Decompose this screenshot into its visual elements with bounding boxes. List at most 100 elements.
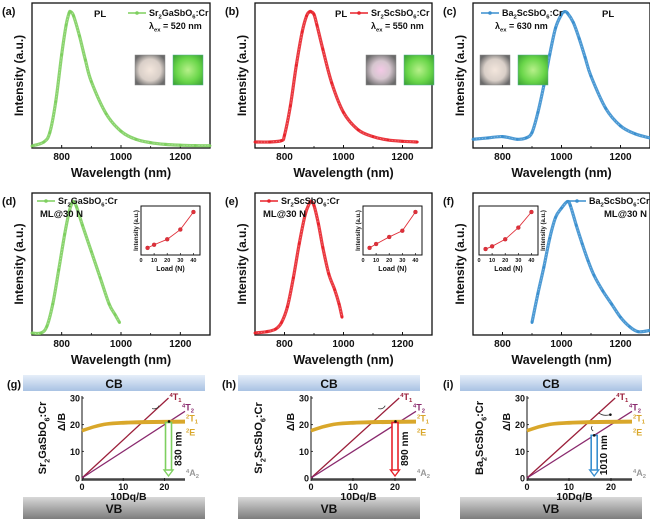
data-point <box>309 10 313 14</box>
data-point <box>604 107 608 110</box>
data-point <box>601 289 605 293</box>
level-line-2T1 <box>526 419 633 432</box>
panel-b: (b) 800 1000 1200 Wavelength (nm) Intensity (… <box>225 2 435 180</box>
excitation-label-extra_sub: ex <box>376 28 383 34</box>
level-label-4T1: 4T1 <box>170 392 183 404</box>
data-point <box>317 222 320 226</box>
data-point <box>536 111 540 114</box>
compound-label-mid: ScSbO <box>253 422 265 459</box>
data-point <box>280 321 283 324</box>
data-point <box>636 330 640 334</box>
level-label-main: E <box>636 428 642 438</box>
data-point <box>321 47 325 51</box>
level-line-4T1 <box>81 397 169 479</box>
x-tick-label: 1000 <box>110 152 133 163</box>
data-point <box>84 58 87 62</box>
x-tick-label: 0 <box>308 482 313 492</box>
compound-label-sub2: 6 <box>259 418 267 422</box>
legend-label: Ba2ScSbO6:Cr <box>502 8 563 21</box>
x-tick-label: 1000 <box>332 152 355 163</box>
data-series-line <box>32 199 121 335</box>
data-point <box>415 140 419 144</box>
level-label-main: T <box>185 402 191 412</box>
legend-label-sub2: 6 <box>192 15 196 21</box>
compound-label-tail: :Cr <box>253 402 265 419</box>
data-point <box>563 10 566 14</box>
x-tick-label: 1200 <box>391 152 414 163</box>
data-point <box>342 111 345 114</box>
data-point <box>530 131 534 134</box>
level-label-sup: 4 <box>170 393 174 399</box>
x-tick-label: 800 <box>53 152 70 163</box>
legend-label-formula_main: Sr <box>281 196 291 206</box>
data-point <box>268 140 272 144</box>
data-series-marker-texture <box>32 11 210 147</box>
level-label-main: T <box>636 413 642 423</box>
daylight-photo <box>134 54 166 86</box>
relaxation-arrow <box>378 405 386 410</box>
data-point <box>291 276 295 280</box>
level-label-main: T <box>632 402 638 412</box>
x-tick-label: 0 <box>524 482 529 492</box>
x-axis-label: Wavelength (nm) <box>71 166 171 180</box>
data-point <box>524 136 528 140</box>
level-label-sup: 4 <box>417 469 421 475</box>
x-tick-label: 20 <box>606 482 616 492</box>
data-point <box>305 14 309 18</box>
panel-c: (c) 800 1000 1200 Wavelength (nm) Intensity (… <box>443 2 650 180</box>
compound-label-sub2: 6 <box>480 417 488 421</box>
emission-arrow-shaft <box>164 421 173 472</box>
level-label-2T1: 2T1 <box>633 413 646 425</box>
compound-label: Sr2GaSbO6:Cr <box>37 401 51 474</box>
data-point <box>619 124 622 128</box>
inset-data-point <box>145 245 150 251</box>
inset-y-axis-label: Intensity (a.u.) <box>541 210 547 251</box>
legend-label: Ba2ScSbO6:Cr <box>589 196 650 209</box>
x-tick-label: 1000 <box>332 339 355 350</box>
level-label-sub: 1 <box>625 398 629 404</box>
data-point <box>371 135 375 139</box>
data-point <box>356 128 360 132</box>
level-label-sub: 2 <box>422 408 426 414</box>
panel-label: (c) <box>443 6 457 18</box>
level-label-main: A <box>420 468 427 478</box>
y-tick-label: 0 <box>304 474 309 484</box>
legend-label-sub1: 2 <box>514 15 518 21</box>
inset-data-point <box>191 209 196 215</box>
level-label-sup: 2 <box>633 429 637 435</box>
spectrum-title: ML@30 N <box>40 209 83 220</box>
data-point <box>327 272 331 276</box>
compound-label-formula_main: Sr <box>253 461 265 473</box>
data-point <box>330 81 334 85</box>
compound-label-sub1: 2 <box>259 458 267 462</box>
level-line-4T1 <box>526 397 616 479</box>
compound-label-mid: GaSbO <box>37 421 49 459</box>
data-point <box>577 37 581 40</box>
legend-label-tail: :Cr <box>550 8 563 18</box>
x-tick-label: 1000 <box>550 152 573 163</box>
inset-x-tick-label: 20 <box>386 258 392 264</box>
data-point <box>566 11 569 15</box>
inset-data-point <box>178 227 183 232</box>
data-point <box>283 133 286 137</box>
data-point <box>119 129 123 133</box>
level-label-sub: 2 <box>196 474 200 480</box>
level-label-sup: 2 <box>633 414 637 420</box>
compound-label-sub2: 6 <box>43 417 51 421</box>
data-point <box>542 265 546 269</box>
level-label-sup: 4 <box>182 403 186 409</box>
data-point <box>560 13 563 16</box>
level-label-sub: 1 <box>426 419 430 425</box>
emission-arrow-head <box>389 469 401 478</box>
data-series-line <box>255 199 344 335</box>
data-point <box>178 143 182 147</box>
level-label-4T2: 4T2 <box>182 402 195 414</box>
inset-data-point <box>165 237 170 242</box>
legend-label-sub1: 2 <box>68 203 72 209</box>
spectrum-title: PL <box>335 9 347 20</box>
x-tick-label: 800 <box>276 152 293 163</box>
panel-d: (d) 800 1000 1200 Wavelength (nm) Intensity (… <box>2 192 211 367</box>
conduction-band-bar <box>238 375 420 391</box>
data-point <box>81 223 84 227</box>
compound-label-formula_main: Sr <box>37 462 49 474</box>
